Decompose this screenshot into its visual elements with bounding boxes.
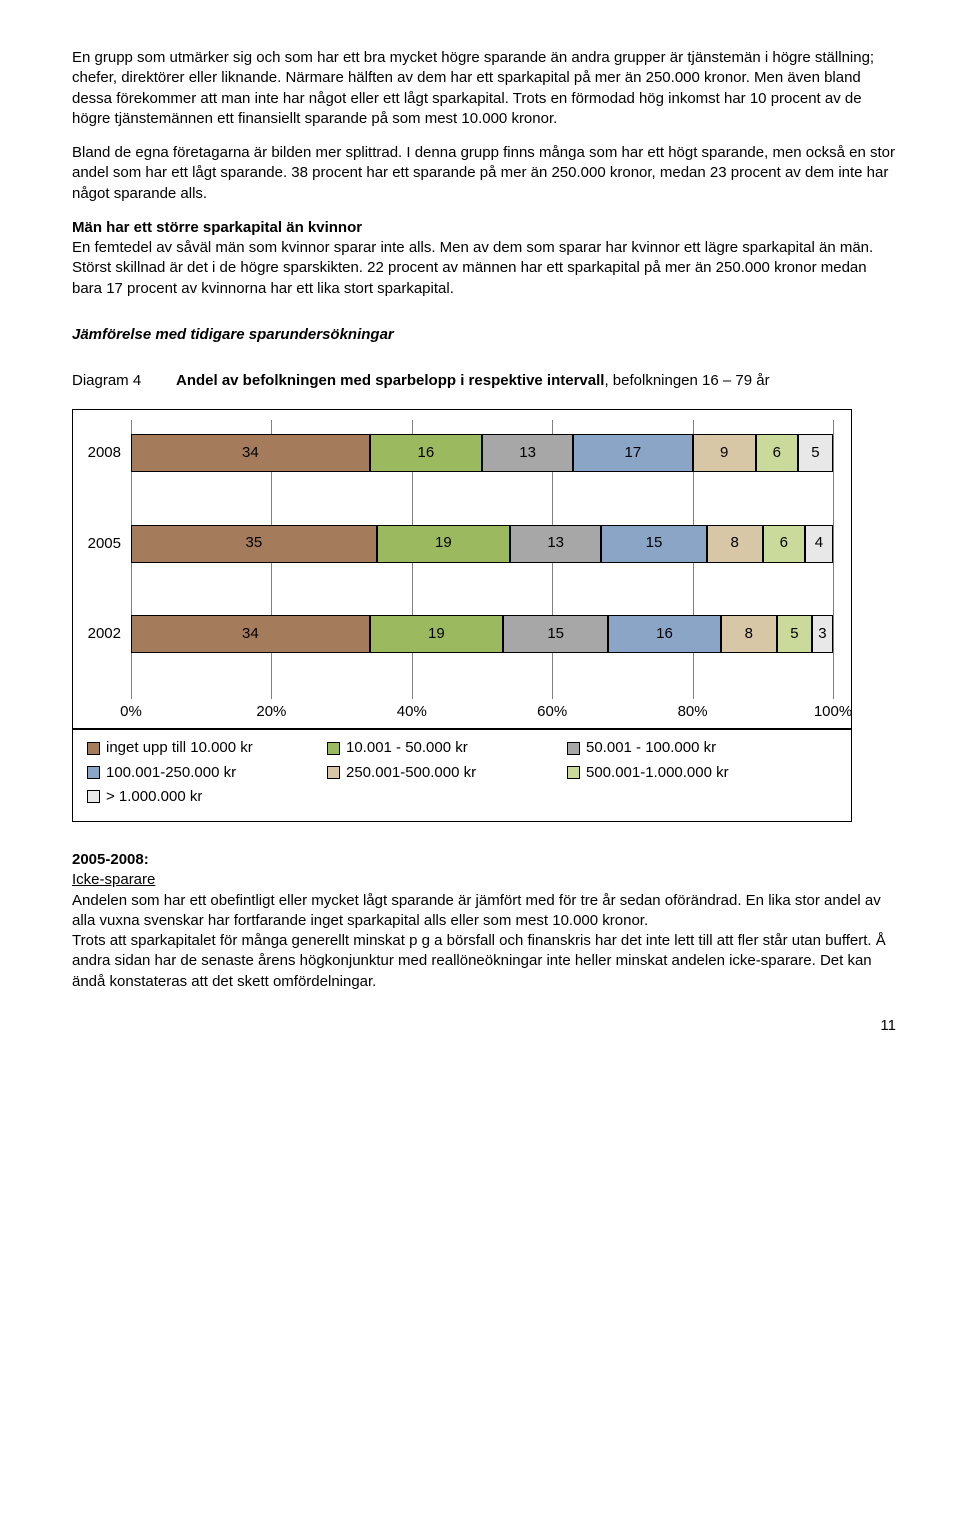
diagram-title: Andel av befolkningen med sparbelopp i r… <box>176 371 770 391</box>
chart-bar-segment: 35 <box>131 525 377 563</box>
legend-swatch <box>327 766 340 779</box>
chart-bar-row: 200234191516853 <box>131 615 833 653</box>
diagram-title-rest: , befolkningen 16 – 79 år <box>604 372 769 389</box>
chart-bar-segment: 34 <box>131 615 370 653</box>
chart-bar-segment: 34 <box>131 434 370 472</box>
chart-bar-segment: 5 <box>777 615 812 653</box>
chart-x-label: 100% <box>814 702 852 722</box>
legend-item: > 1.000.000 kr <box>87 787 327 807</box>
subsection-icke-sparare: Icke-sparare <box>72 871 155 888</box>
legend-swatch <box>567 742 580 755</box>
chart-gridline <box>833 420 834 694</box>
paragraph-3: Män har ett större sparkapital än kvinno… <box>72 218 896 299</box>
legend-swatch <box>87 742 100 755</box>
subsection-year-range: 2005-2008: <box>72 851 149 868</box>
legend-swatch <box>327 742 340 755</box>
chart-bar-segment: 16 <box>608 615 720 653</box>
section-heading-comparison: Jämförelse med tidigare sparundersökning… <box>72 325 896 345</box>
chart-y-label: 2008 <box>88 443 121 463</box>
chart-bar-segment: 6 <box>763 525 805 563</box>
chart-tick <box>833 694 834 699</box>
chart-bar-segment: 6 <box>756 434 798 472</box>
chart-bar-segment: 19 <box>377 525 510 563</box>
stacked-bar-chart: 2008341613179652005351913158642002341915… <box>72 409 896 822</box>
chart-tick <box>693 694 694 699</box>
chart-x-label: 80% <box>678 702 708 722</box>
chart-tick <box>131 694 132 699</box>
legend-label: > 1.000.000 kr <box>106 787 202 807</box>
chart-x-label: 20% <box>256 702 286 722</box>
paragraph-3-body: En femtedel av såväl män som kvinnor spa… <box>72 239 873 297</box>
legend-label: 10.001 - 50.000 kr <box>346 738 468 758</box>
legend-item: 500.001-1.000.000 kr <box>567 763 807 783</box>
chart-bar-segment: 13 <box>482 434 573 472</box>
chart-bar-row: 200535191315864 <box>131 525 833 563</box>
chart-x-label: 40% <box>397 702 427 722</box>
legend-label: inget upp till 10.000 kr <box>106 738 253 758</box>
paragraph-5: Andelen som har ett obefintligt eller my… <box>72 892 881 929</box>
paragraph-1: En grupp som utmärker sig och som har et… <box>72 48 896 129</box>
legend-label: 500.001-1.000.000 kr <box>586 763 729 783</box>
paragraph-3-heading: Män har ett större sparkapital än kvinno… <box>72 219 362 236</box>
chart-bar-segment: 8 <box>721 615 777 653</box>
legend-label: 100.001-250.000 kr <box>106 763 236 783</box>
chart-bar-segment: 19 <box>370 615 503 653</box>
chart-bar-segment: 8 <box>707 525 763 563</box>
legend-swatch <box>567 766 580 779</box>
chart-bar-segment: 15 <box>503 615 608 653</box>
chart-x-label: 60% <box>537 702 567 722</box>
paragraph-2: Bland de egna företagarna är bilden mer … <box>72 143 896 204</box>
chart-y-label: 2002 <box>88 624 121 644</box>
legend-swatch <box>87 766 100 779</box>
chart-bar-segment: 3 <box>812 615 833 653</box>
chart-x-label: 0% <box>120 702 142 722</box>
diagram-caption: Diagram 4 Andel av befolkningen med spar… <box>72 371 896 391</box>
chart-bar-segment: 16 <box>370 434 482 472</box>
legend-item: 50.001 - 100.000 kr <box>567 738 807 758</box>
chart-bar-segment: 5 <box>798 434 833 472</box>
legend-label: 50.001 - 100.000 kr <box>586 738 716 758</box>
chart-tick <box>552 694 553 699</box>
legend-item: inget upp till 10.000 kr <box>87 738 327 758</box>
chart-bar-row: 200834161317965 <box>131 434 833 472</box>
legend-label: 250.001-500.000 kr <box>346 763 476 783</box>
legend-item: 250.001-500.000 kr <box>327 763 567 783</box>
page-number: 11 <box>72 1016 896 1036</box>
subsection-2005-2008: 2005-2008: Icke-sparare Andelen som har … <box>72 850 896 992</box>
legend-swatch <box>87 790 100 803</box>
diagram-title-bold: Andel av befolkningen med sparbelopp i r… <box>176 372 604 389</box>
diagram-number: Diagram 4 <box>72 371 176 391</box>
chart-bar-segment: 4 <box>805 525 833 563</box>
chart-plot: 2008341613179652005351913158642002341915… <box>131 420 833 694</box>
paragraph-6: Trots att sparkapitalet för många genere… <box>72 932 886 990</box>
chart-bars: 2008341613179652005351913158642002341915… <box>131 420 833 694</box>
chart-area: 2008341613179652005351913158642002341915… <box>72 409 852 729</box>
chart-y-label: 2005 <box>88 533 121 553</box>
chart-bar-segment: 15 <box>601 525 706 563</box>
chart-bar-segment: 17 <box>573 434 692 472</box>
chart-legend: inget upp till 10.000 kr 10.001 - 50.000 … <box>72 729 852 822</box>
chart-tick <box>412 694 413 699</box>
chart-bar-segment: 13 <box>510 525 601 563</box>
legend-item: 10.001 - 50.000 kr <box>327 738 567 758</box>
chart-bar-segment: 9 <box>693 434 756 472</box>
chart-tick <box>271 694 272 699</box>
legend-item: 100.001-250.000 kr <box>87 763 327 783</box>
chart-x-axis-labels: 0%20%40%60%80%100% <box>131 702 833 720</box>
